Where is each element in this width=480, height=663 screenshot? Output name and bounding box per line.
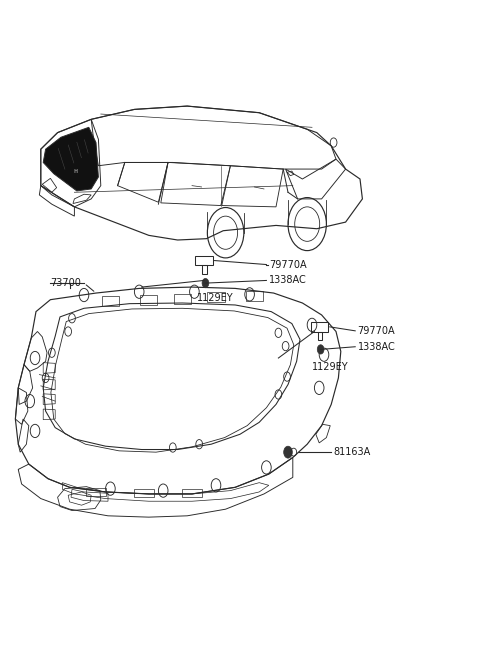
Circle shape (284, 446, 292, 458)
Polygon shape (43, 127, 98, 191)
Text: 79770A: 79770A (269, 259, 306, 270)
Circle shape (317, 345, 324, 354)
Text: 1338AC: 1338AC (358, 341, 396, 352)
Text: 73700: 73700 (50, 278, 81, 288)
Text: 1338AC: 1338AC (269, 275, 307, 286)
Circle shape (202, 278, 209, 288)
Text: 81163A: 81163A (334, 447, 371, 457)
Text: 79770A: 79770A (358, 326, 395, 336)
Text: H: H (74, 168, 78, 174)
Text: 1129EY: 1129EY (197, 293, 233, 304)
Text: 1129EY: 1129EY (312, 361, 348, 372)
